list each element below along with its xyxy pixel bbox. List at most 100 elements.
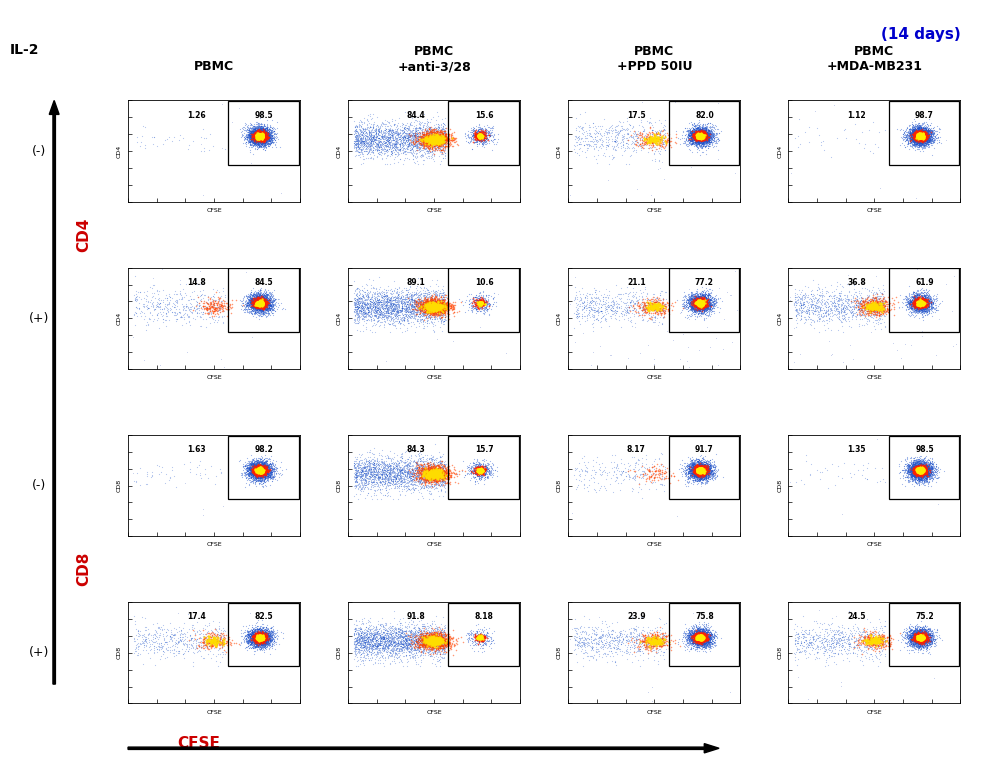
Point <box>921 284 937 297</box>
Point <box>430 133 446 145</box>
Point <box>690 465 705 478</box>
Point <box>472 472 488 485</box>
Point <box>905 127 921 139</box>
Point <box>475 635 491 648</box>
Point <box>443 299 459 312</box>
Point <box>693 462 709 475</box>
Point <box>225 298 240 311</box>
Point <box>912 130 928 142</box>
Point <box>694 293 710 305</box>
Point <box>415 296 430 308</box>
Point <box>420 124 435 137</box>
Point <box>692 455 708 467</box>
Point <box>914 635 930 647</box>
Point <box>205 638 221 651</box>
Point <box>419 131 434 144</box>
Point <box>644 637 660 649</box>
Point <box>688 295 703 308</box>
Point <box>908 129 924 141</box>
Point <box>397 473 413 485</box>
Point <box>435 468 451 481</box>
Point <box>909 467 925 479</box>
Point <box>252 301 268 313</box>
Point <box>694 466 710 478</box>
Point <box>906 638 922 651</box>
Point <box>245 469 261 482</box>
Point <box>421 298 436 310</box>
Point <box>688 628 703 640</box>
Point <box>437 306 453 318</box>
Point <box>910 457 926 469</box>
Point <box>256 129 272 141</box>
Point <box>691 464 707 476</box>
Point <box>692 297 708 309</box>
Point <box>468 465 484 478</box>
Point <box>250 465 266 478</box>
Point <box>251 295 267 308</box>
Point <box>466 128 482 141</box>
Point <box>692 631 708 643</box>
Point <box>245 298 261 310</box>
Point <box>696 632 712 645</box>
Point <box>253 632 269 644</box>
Point <box>245 472 261 485</box>
Point <box>249 632 265 644</box>
Point <box>255 466 271 478</box>
Point <box>250 128 266 140</box>
Point <box>421 628 436 640</box>
Point <box>922 133 938 145</box>
Point <box>687 632 702 644</box>
Point <box>423 138 438 151</box>
Point <box>912 454 928 466</box>
Point <box>866 298 882 310</box>
Point <box>913 128 929 140</box>
Point <box>246 632 262 645</box>
Point <box>691 470 707 482</box>
Point <box>254 298 270 310</box>
Point <box>129 649 145 661</box>
Point <box>914 630 930 642</box>
Point <box>598 628 614 640</box>
Point <box>649 626 665 638</box>
Point <box>369 638 385 651</box>
Point <box>261 630 277 642</box>
Point <box>913 465 929 478</box>
Point <box>684 294 699 306</box>
Point <box>902 638 918 651</box>
Point <box>257 134 273 146</box>
Point <box>690 461 705 474</box>
Point <box>690 131 706 143</box>
Point <box>575 638 591 650</box>
Point <box>692 130 708 142</box>
Point <box>884 638 899 650</box>
Point <box>266 291 282 304</box>
Point <box>691 133 707 145</box>
Point <box>367 638 383 651</box>
Point <box>913 122 929 135</box>
Point <box>910 300 926 312</box>
Point <box>475 130 491 142</box>
Point <box>694 298 710 310</box>
Point <box>247 294 263 306</box>
Point <box>917 296 933 308</box>
Point <box>691 632 707 644</box>
Point <box>820 295 835 308</box>
Point <box>421 634 436 646</box>
Point <box>402 133 418 145</box>
Point <box>909 297 925 309</box>
Point <box>688 466 703 478</box>
Point <box>687 290 702 302</box>
Point <box>426 299 441 312</box>
Point <box>905 130 921 142</box>
Point <box>251 130 267 142</box>
Point <box>433 137 449 149</box>
Point <box>431 135 447 148</box>
Point <box>433 625 449 637</box>
Point <box>914 134 930 146</box>
X-axis label: CFSE: CFSE <box>646 543 662 547</box>
Point <box>911 141 927 153</box>
Point <box>647 632 663 644</box>
Point <box>250 466 266 478</box>
Point <box>255 465 271 477</box>
Point <box>690 297 705 309</box>
